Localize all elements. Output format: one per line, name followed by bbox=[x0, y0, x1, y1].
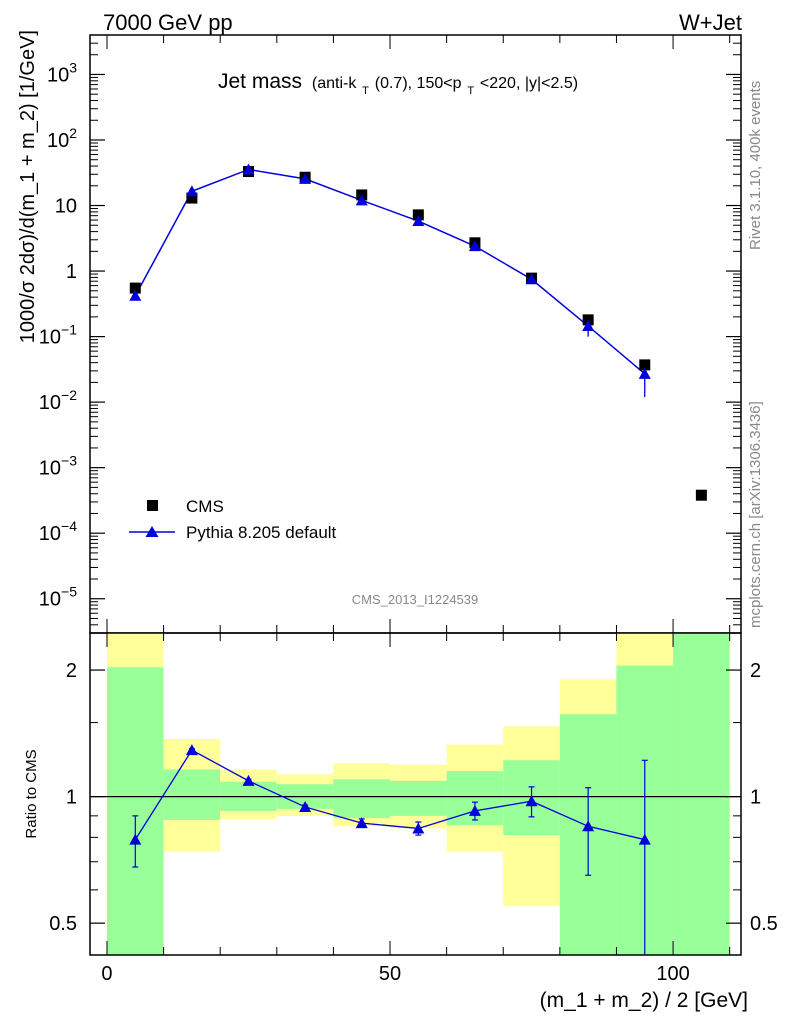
x-tick-label: 100 bbox=[656, 963, 689, 985]
chart-title: Jet mass (anti-k T (0.7), 150<p T <220, … bbox=[218, 70, 578, 99]
cms-point bbox=[129, 282, 141, 294]
analysis-watermark: CMS_2013_I1224539 bbox=[352, 592, 479, 607]
ratio-data-marks bbox=[129, 744, 651, 955]
main-data-marks bbox=[129, 163, 707, 501]
ratio-line bbox=[134, 749, 645, 841]
legend-pythia-marker bbox=[145, 526, 159, 537]
ratio-point bbox=[468, 804, 481, 816]
legend-pythia-label: Pythia 8.205 default bbox=[186, 523, 337, 542]
ratio-point bbox=[638, 833, 651, 845]
ratio-point bbox=[525, 795, 538, 807]
energy-label: 7000 GeV pp bbox=[103, 10, 233, 35]
pythia-point bbox=[468, 240, 481, 252]
ratio-point bbox=[185, 744, 198, 756]
legend-cms-marker bbox=[147, 500, 158, 511]
ratio-y-tick-label-right: 1 bbox=[750, 787, 761, 809]
main-y-tick-label: 10−2 bbox=[39, 387, 77, 414]
pythia-point bbox=[299, 172, 312, 184]
x-axis-label: (m_1 + m_2) / 2 [GeV] bbox=[540, 989, 748, 1012]
main-y-tick-label: 10−4 bbox=[39, 518, 77, 545]
process-label: W+Jet bbox=[679, 10, 742, 35]
pythia-point bbox=[582, 320, 595, 332]
cms-point bbox=[582, 314, 594, 326]
ratio-green-band bbox=[673, 633, 730, 955]
main-y-tick-label: 10−3 bbox=[39, 453, 77, 480]
ratio-panel: 0.5 0.5 1 1 2 2 0 50 100 Ratio to CMS (m_1 + m_2… bbox=[23, 632, 778, 1012]
main-y-tick-label: 103 bbox=[47, 59, 77, 86]
ratio-bands bbox=[106, 633, 730, 955]
main-y-tick-label: 10−5 bbox=[39, 584, 77, 611]
main-frame bbox=[89, 34, 742, 634]
rivet-info: Rivet 3.1.10, 400k events bbox=[747, 81, 764, 250]
ratio-point bbox=[242, 774, 255, 786]
ratio-point bbox=[355, 817, 368, 829]
ratio-green-band bbox=[390, 780, 447, 816]
ratio-y-tick-label-right: 2 bbox=[750, 660, 761, 682]
x-tick-label: 50 bbox=[379, 963, 401, 985]
pythia-point bbox=[185, 185, 198, 197]
ratio-point bbox=[299, 800, 312, 812]
main-panel: 10−5 10−4 10−3 10−2 10−1 1 10 102 103 Jet mass (… bbox=[17, 30, 742, 634]
ratio-ticks: 0.5 0.5 1 1 2 2 0 50 100 bbox=[49, 633, 778, 985]
chart-title-main: Jet mass bbox=[218, 70, 302, 93]
ratio-y-axis-label: Ratio to CMS bbox=[23, 749, 40, 838]
ratio-y-tick-label: 1 bbox=[66, 787, 77, 809]
main-ticks: 10−5 10−4 10−3 10−2 10−1 1 10 102 103 bbox=[39, 35, 741, 633]
ratio-green-band bbox=[333, 779, 391, 818]
cms-point bbox=[639, 359, 651, 371]
pythia-line bbox=[134, 168, 646, 375]
ratio-y-tick-label: 2 bbox=[66, 660, 77, 682]
ratio-frame bbox=[89, 632, 742, 956]
main-y-tick-label: 10 bbox=[55, 196, 77, 218]
cms-point bbox=[695, 489, 707, 501]
pythia-point bbox=[638, 367, 651, 379]
pythia-point bbox=[355, 194, 368, 206]
x-tick-label: 0 bbox=[101, 963, 112, 985]
ratio-green-band bbox=[106, 667, 164, 955]
ratio-green-band bbox=[163, 769, 221, 820]
pythia-point bbox=[412, 215, 425, 227]
main-y-tick-label: 10−1 bbox=[39, 322, 77, 349]
ratio-point bbox=[129, 833, 142, 845]
main-y-tick-label: 1 bbox=[66, 261, 77, 283]
cms-point bbox=[186, 192, 198, 204]
ratio-point bbox=[582, 820, 595, 832]
main-y-tick-label: 102 bbox=[47, 125, 77, 152]
mcplots-info: mcplots.cern.ch [arXiv:1306.3436] bbox=[747, 401, 764, 628]
chart-title-part-2: (0.7), 150<p bbox=[375, 75, 462, 92]
chart-title-part-3: <220, |y|<2.5) bbox=[480, 75, 578, 92]
pythia-point bbox=[129, 289, 142, 301]
pythia-point bbox=[242, 163, 255, 175]
legend-cms-label: CMS bbox=[186, 497, 224, 516]
chart-title-sub-1: T bbox=[362, 85, 369, 97]
ratio-y-tick-label-right: 0.5 bbox=[750, 913, 778, 935]
chart-title-part-1: (anti-k bbox=[312, 75, 357, 92]
ratio-point bbox=[412, 822, 425, 834]
legend: CMS Pythia 8.205 default bbox=[129, 497, 337, 542]
chart-title-sub-2: T bbox=[467, 85, 474, 97]
y-axis-label: 1000/σ 2dσ)/d(m_1 + m_2) [1/GeV] bbox=[17, 30, 39, 343]
pythia-point bbox=[525, 273, 538, 285]
cms-point bbox=[412, 209, 424, 221]
ratio-y-tick-label: 0.5 bbox=[49, 913, 77, 935]
